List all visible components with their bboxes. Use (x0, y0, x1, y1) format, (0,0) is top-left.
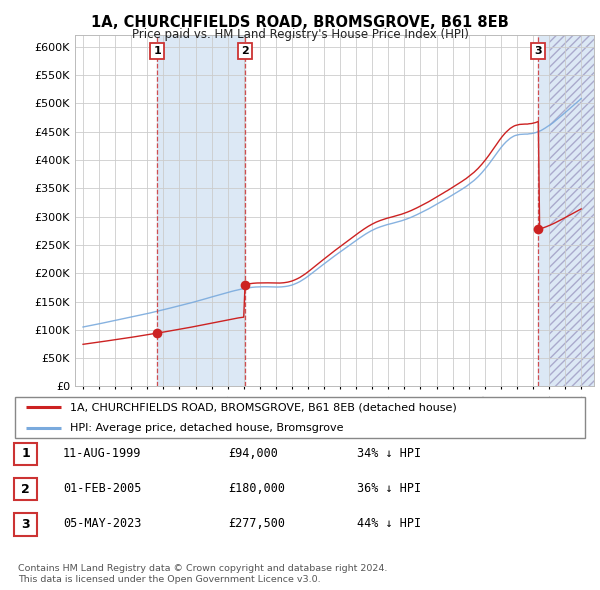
Text: 2: 2 (22, 483, 30, 496)
Text: £94,000: £94,000 (228, 447, 278, 460)
Text: Contains HM Land Registry data © Crown copyright and database right 2024.: Contains HM Land Registry data © Crown c… (18, 565, 388, 573)
Text: £277,500: £277,500 (228, 517, 285, 530)
Text: 05-MAY-2023: 05-MAY-2023 (63, 517, 142, 530)
Text: 1A, CHURCHFIELDS ROAD, BROMSGROVE, B61 8EB (detached house): 1A, CHURCHFIELDS ROAD, BROMSGROVE, B61 8… (70, 402, 457, 412)
Text: This data is licensed under the Open Government Licence v3.0.: This data is licensed under the Open Gov… (18, 575, 320, 584)
Bar (538, 35, 594, 386)
Text: 11-AUG-1999: 11-AUG-1999 (63, 447, 142, 460)
Bar (157, 35, 245, 386)
Bar (549, 35, 594, 386)
Text: 34% ↓ HPI: 34% ↓ HPI (357, 447, 421, 460)
Text: 01-FEB-2005: 01-FEB-2005 (63, 482, 142, 495)
FancyBboxPatch shape (15, 397, 585, 438)
FancyBboxPatch shape (14, 478, 37, 500)
Text: Price paid vs. HM Land Registry's House Price Index (HPI): Price paid vs. HM Land Registry's House … (131, 28, 469, 41)
Text: 36% ↓ HPI: 36% ↓ HPI (357, 482, 421, 495)
Bar (549, 35, 594, 386)
Text: 44% ↓ HPI: 44% ↓ HPI (357, 517, 421, 530)
Text: HPI: Average price, detached house, Bromsgrove: HPI: Average price, detached house, Brom… (70, 424, 343, 434)
Text: 2: 2 (241, 46, 249, 56)
Text: 1: 1 (153, 46, 161, 56)
FancyBboxPatch shape (14, 513, 37, 536)
Text: £180,000: £180,000 (228, 482, 285, 495)
Text: 1: 1 (22, 447, 30, 460)
FancyBboxPatch shape (14, 442, 37, 465)
Text: 3: 3 (22, 518, 30, 531)
Text: 1A, CHURCHFIELDS ROAD, BROMSGROVE, B61 8EB: 1A, CHURCHFIELDS ROAD, BROMSGROVE, B61 8… (91, 15, 509, 30)
Text: 3: 3 (535, 46, 542, 56)
